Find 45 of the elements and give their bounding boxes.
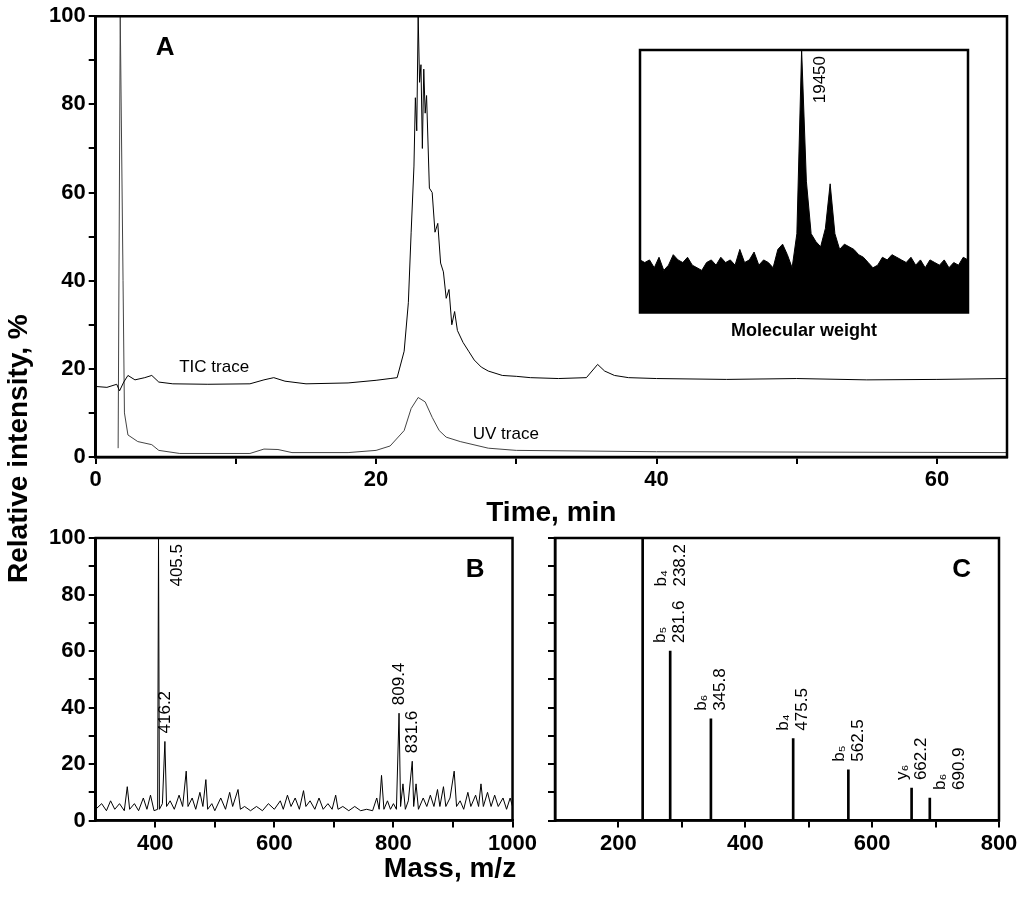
x-axis-title: Molecular weight (730, 320, 878, 341)
y-tick-label: 60 (61, 178, 86, 204)
text: A (155, 31, 175, 62)
annotation: b₄ 475.5 (773, 688, 812, 731)
annotation: 831.6 (401, 710, 421, 754)
x-tick-label: 400 (726, 829, 764, 855)
x-tick-label: 60 (924, 466, 950, 492)
x-tick-label: 600 (255, 829, 293, 855)
x-axis-title: Time, min (486, 495, 617, 527)
x-tick-label: 800 (980, 829, 1018, 855)
annotation: b₄ 238.2 (650, 543, 689, 587)
y-tick-label: 0 (73, 443, 86, 469)
annotation: y₆ 662.2 (891, 737, 930, 781)
x-axis-title: Mass, m/z (383, 852, 517, 883)
annotation: 405.5 (167, 543, 187, 587)
y-tick-label: 40 (61, 266, 86, 292)
x-tick-label: 200 (600, 829, 637, 855)
y-tick-label: 40 (61, 693, 86, 719)
x-tick-label: 1000 (488, 829, 538, 855)
y-tick-label: 100 (48, 2, 86, 28)
x-tick-label: 40 (644, 466, 669, 492)
y-tick-label: 80 (61, 90, 86, 116)
y-axis-title: Relative intensity, % (2, 313, 34, 585)
annotation: b₆ 345.8 (691, 668, 730, 711)
y-tick-label: 60 (61, 637, 86, 663)
annotation: 19450 (810, 55, 830, 104)
series-label: TIC trace (179, 357, 250, 377)
y-tick-label: 100 (48, 524, 86, 550)
x-tick-label: 0 (89, 466, 102, 492)
text: C (952, 553, 972, 584)
series-label: UV trace (472, 423, 539, 443)
y-tick-label: 20 (61, 750, 86, 776)
annotation: b₆ 690.9 (929, 747, 968, 790)
x-tick-label: 20 (363, 466, 389, 492)
x-tick-label: 800 (375, 829, 412, 855)
y-tick-label: 20 (61, 354, 86, 380)
y-tick-label: 0 (73, 806, 86, 832)
x-tick-label: 600 (853, 829, 891, 855)
annotation: 809.4 (388, 662, 408, 706)
annotation: b₅ 562.5 (828, 719, 867, 762)
text: B (465, 553, 485, 584)
x-tick-label: 400 (136, 829, 174, 855)
annotation: 416.2 (154, 690, 174, 734)
y-tick-label: 80 (61, 580, 86, 606)
annotation: b₅ 281.6 (650, 600, 689, 644)
